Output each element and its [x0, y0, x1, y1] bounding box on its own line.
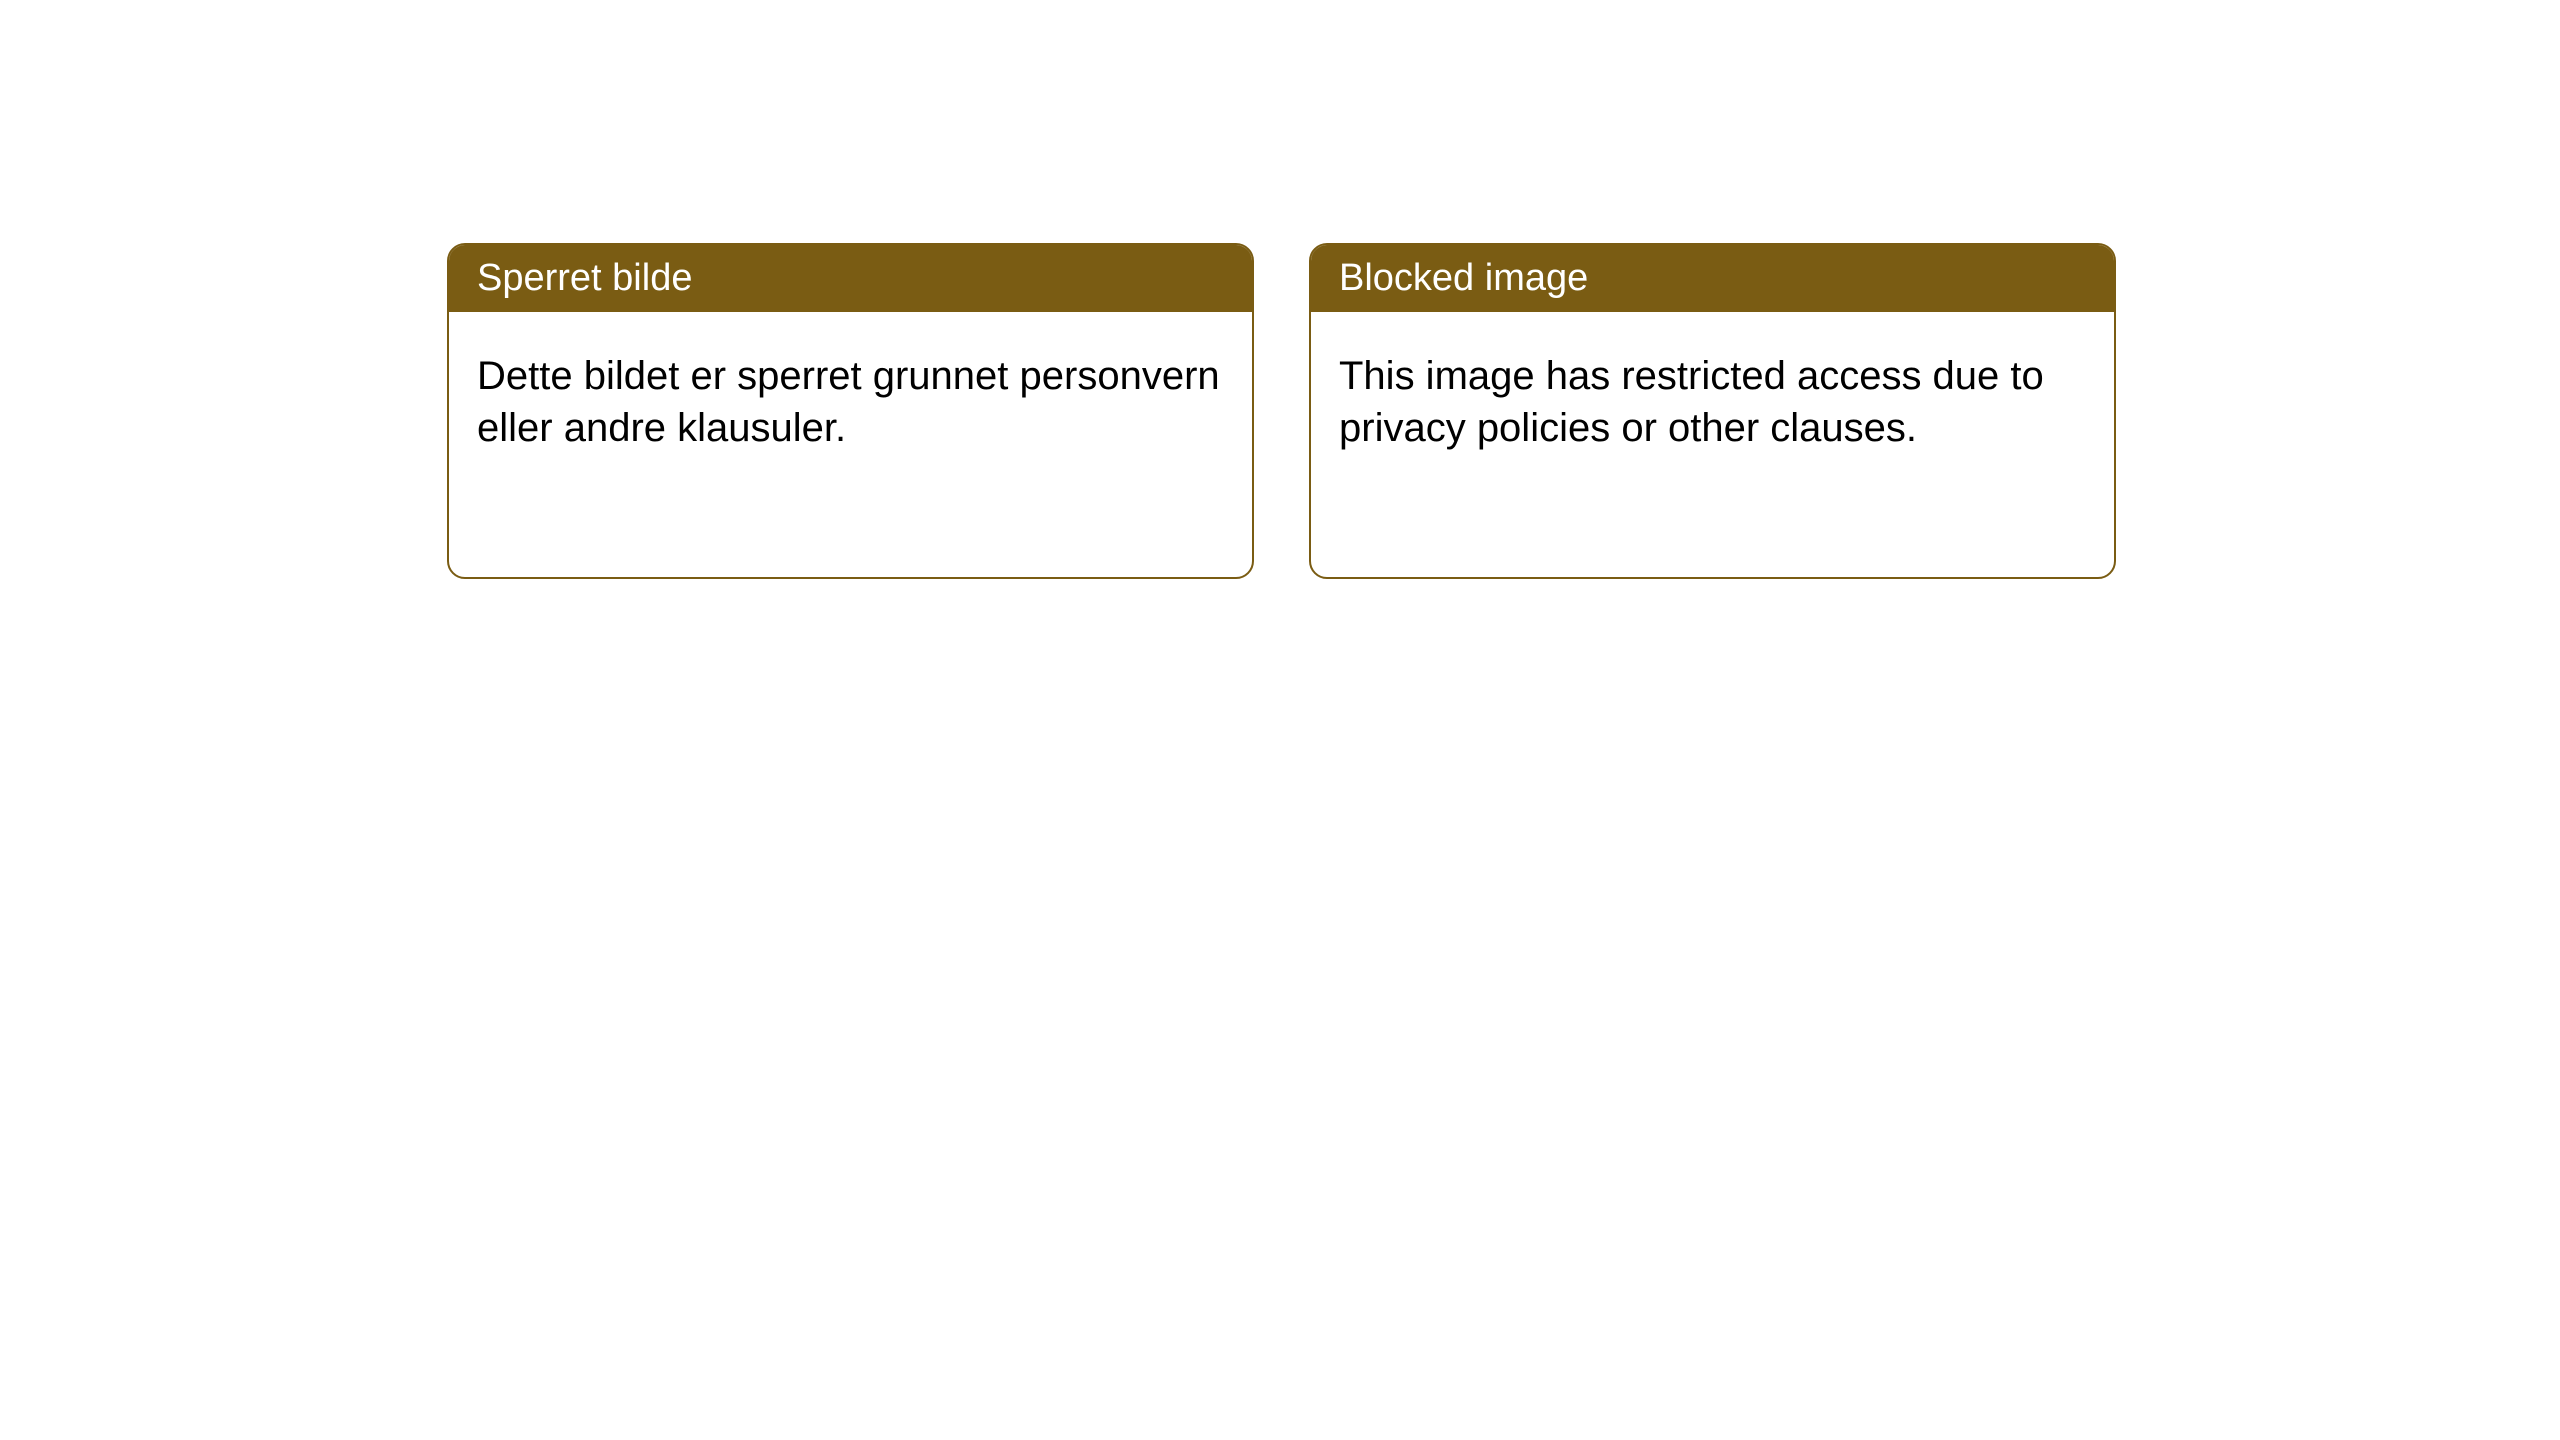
card-body-no: Dette bildet er sperret grunnet personve…: [449, 312, 1252, 492]
card-header-en: Blocked image: [1311, 245, 2114, 312]
card-body-text-no: Dette bildet er sperret grunnet personve…: [477, 354, 1220, 450]
card-title-en: Blocked image: [1339, 257, 1588, 299]
blocked-image-card-en: Blocked image This image has restricted …: [1309, 243, 2116, 579]
card-body-en: This image has restricted access due to …: [1311, 312, 2114, 492]
blocked-image-card-no: Sperret bilde Dette bildet er sperret gr…: [447, 243, 1254, 579]
cards-container: Sperret bilde Dette bildet er sperret gr…: [0, 0, 2560, 579]
card-body-text-en: This image has restricted access due to …: [1339, 354, 2044, 450]
card-header-no: Sperret bilde: [449, 245, 1252, 312]
card-title-no: Sperret bilde: [477, 257, 692, 299]
